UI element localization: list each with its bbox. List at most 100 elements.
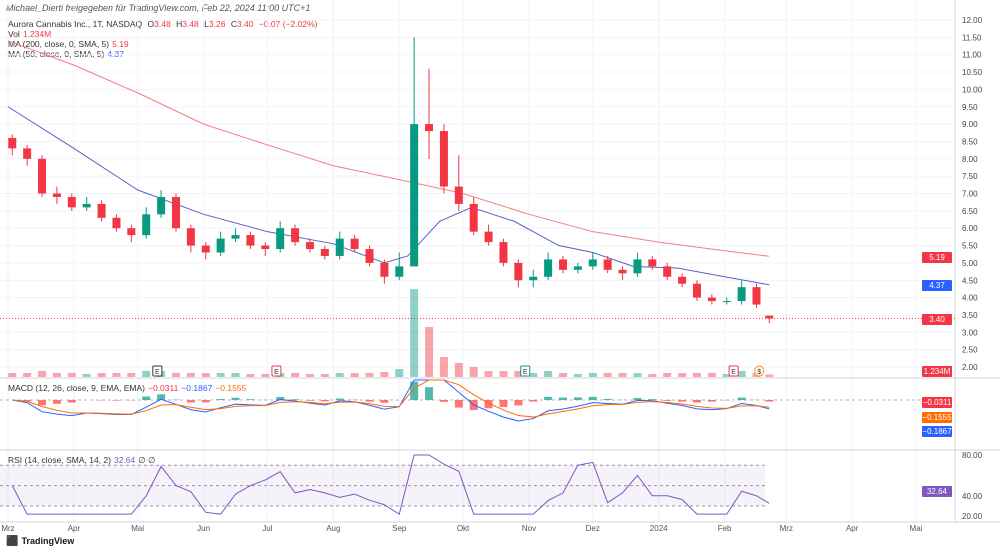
candle-body bbox=[186, 228, 195, 246]
macd-hist-bar bbox=[737, 397, 746, 400]
symbol-name[interactable]: Aurora Cannabis Inc., 1T, NASDAQ bbox=[8, 19, 143, 29]
ma50-line bbox=[7, 106, 770, 286]
candle-body bbox=[52, 193, 61, 197]
ma200-value: 5.19 bbox=[112, 39, 129, 49]
candle bbox=[246, 231, 255, 250]
candle-body bbox=[499, 242, 508, 263]
volume-bar bbox=[737, 371, 746, 377]
event-marker: E bbox=[728, 365, 739, 377]
candle bbox=[186, 224, 195, 253]
volume-bar bbox=[648, 374, 657, 377]
volume-bar bbox=[142, 371, 151, 377]
time-tick: Mrz bbox=[780, 524, 793, 533]
rsi-legend[interactable]: RSI (14, close, SMA, 14, 2) 32.64 ∅ ∅ bbox=[8, 455, 158, 465]
candle bbox=[484, 224, 493, 246]
rsi-tick: 40.00 bbox=[962, 492, 983, 501]
price-tick: 9.50 bbox=[962, 103, 978, 112]
volume-bar bbox=[514, 371, 523, 377]
macd-hist-bar bbox=[648, 399, 657, 400]
volume-bar bbox=[186, 373, 195, 377]
candle-body bbox=[216, 238, 225, 253]
candle-body bbox=[112, 217, 121, 229]
symbol-legend: Aurora Cannabis Inc., 1T, NASDAQ O3.48 H… bbox=[8, 19, 320, 29]
price-tick: 10.00 bbox=[962, 85, 983, 94]
macd-signal-value: −0.1555 bbox=[215, 383, 247, 393]
volume-bar bbox=[454, 363, 463, 377]
volume-bar bbox=[529, 373, 538, 377]
candle bbox=[648, 255, 657, 270]
candle-body bbox=[157, 196, 166, 215]
macd-hist-bar bbox=[142, 396, 151, 400]
macd-hist-bar bbox=[692, 400, 701, 403]
macd-hist-bar bbox=[38, 400, 47, 406]
candle bbox=[529, 269, 538, 288]
rsi-badge: 32.64 bbox=[922, 486, 952, 497]
candle-body bbox=[410, 124, 419, 267]
volume-bar bbox=[335, 373, 344, 377]
macd-legend[interactable]: MACD (12, 26, close, 9, EMA, EMA) −0.0311… bbox=[8, 383, 249, 393]
price-tick: 3.50 bbox=[962, 311, 978, 320]
volume-bar bbox=[544, 371, 553, 377]
candle-body bbox=[765, 315, 774, 319]
candle bbox=[425, 68, 434, 159]
volume-bar bbox=[439, 357, 448, 377]
event-icon bbox=[728, 365, 739, 377]
macd-hist-bar bbox=[484, 400, 493, 409]
event-label: $ bbox=[757, 369, 761, 376]
event-marker: $ bbox=[754, 365, 765, 377]
candle bbox=[23, 144, 32, 166]
macd-hist-bar bbox=[707, 400, 716, 402]
signal-line bbox=[12, 379, 770, 418]
tradingview-logo[interactable]: ⬛ TradingView bbox=[6, 536, 74, 547]
rsi-extra: ∅ ∅ bbox=[138, 455, 156, 465]
price-tick: 7.50 bbox=[962, 172, 978, 181]
macd-badge: −0.1867 bbox=[922, 426, 952, 437]
ma200-label: MA (200, close, 0, SMA, 5) bbox=[8, 39, 110, 49]
rsi-tick: 20.00 bbox=[962, 512, 983, 521]
candle bbox=[439, 124, 448, 194]
ma50-legend[interactable]: MA (50, close, 0, SMA, 5) 4.37 bbox=[8, 49, 127, 59]
ma50-badge: 4.37 bbox=[922, 280, 952, 291]
ma200-line bbox=[7, 40, 770, 257]
macd-value: −0.1867 bbox=[181, 383, 213, 393]
macd-hist-bar bbox=[544, 396, 553, 400]
volume-bar bbox=[305, 374, 314, 377]
candle bbox=[752, 283, 761, 309]
candle bbox=[707, 294, 716, 305]
time-tick: Mai bbox=[910, 524, 923, 533]
volume-bar bbox=[395, 369, 404, 377]
macd-hist-bar bbox=[52, 400, 61, 404]
candle bbox=[52, 186, 61, 204]
candle-body bbox=[484, 231, 493, 243]
macd-hist-bar bbox=[216, 399, 225, 400]
macd-hist-bar bbox=[633, 398, 642, 400]
candle bbox=[157, 190, 166, 218]
low-value: 3.26 bbox=[208, 19, 226, 29]
macd-hist-bar bbox=[678, 400, 687, 402]
vol-value: 1.234M bbox=[22, 29, 52, 39]
candle-body bbox=[722, 301, 731, 303]
candle-body bbox=[395, 266, 404, 277]
candle-body bbox=[305, 242, 314, 250]
volume-legend[interactable]: Vol 1.234M bbox=[8, 29, 54, 39]
volume-bar bbox=[425, 327, 434, 377]
time-tick: Jul bbox=[262, 524, 272, 533]
volume-bar bbox=[127, 373, 136, 377]
candle bbox=[335, 231, 344, 260]
candle-body bbox=[201, 245, 210, 253]
candle-body bbox=[678, 276, 687, 284]
candle-body bbox=[365, 249, 374, 263]
candle-body bbox=[514, 262, 523, 281]
event-icon bbox=[271, 365, 282, 377]
candle bbox=[171, 193, 180, 232]
volume-bar bbox=[320, 374, 329, 377]
price-tick: 12.00 bbox=[962, 16, 983, 25]
ma200-legend[interactable]: MA (200, close, 0, SMA, 5) 5.19 bbox=[8, 39, 132, 49]
candle bbox=[588, 252, 597, 270]
price-tick: 10.50 bbox=[962, 68, 983, 77]
volume-badge: 1.234M bbox=[922, 366, 952, 377]
candle-body bbox=[588, 259, 597, 267]
candle bbox=[82, 196, 91, 211]
close-value: 3.40 bbox=[236, 19, 254, 29]
